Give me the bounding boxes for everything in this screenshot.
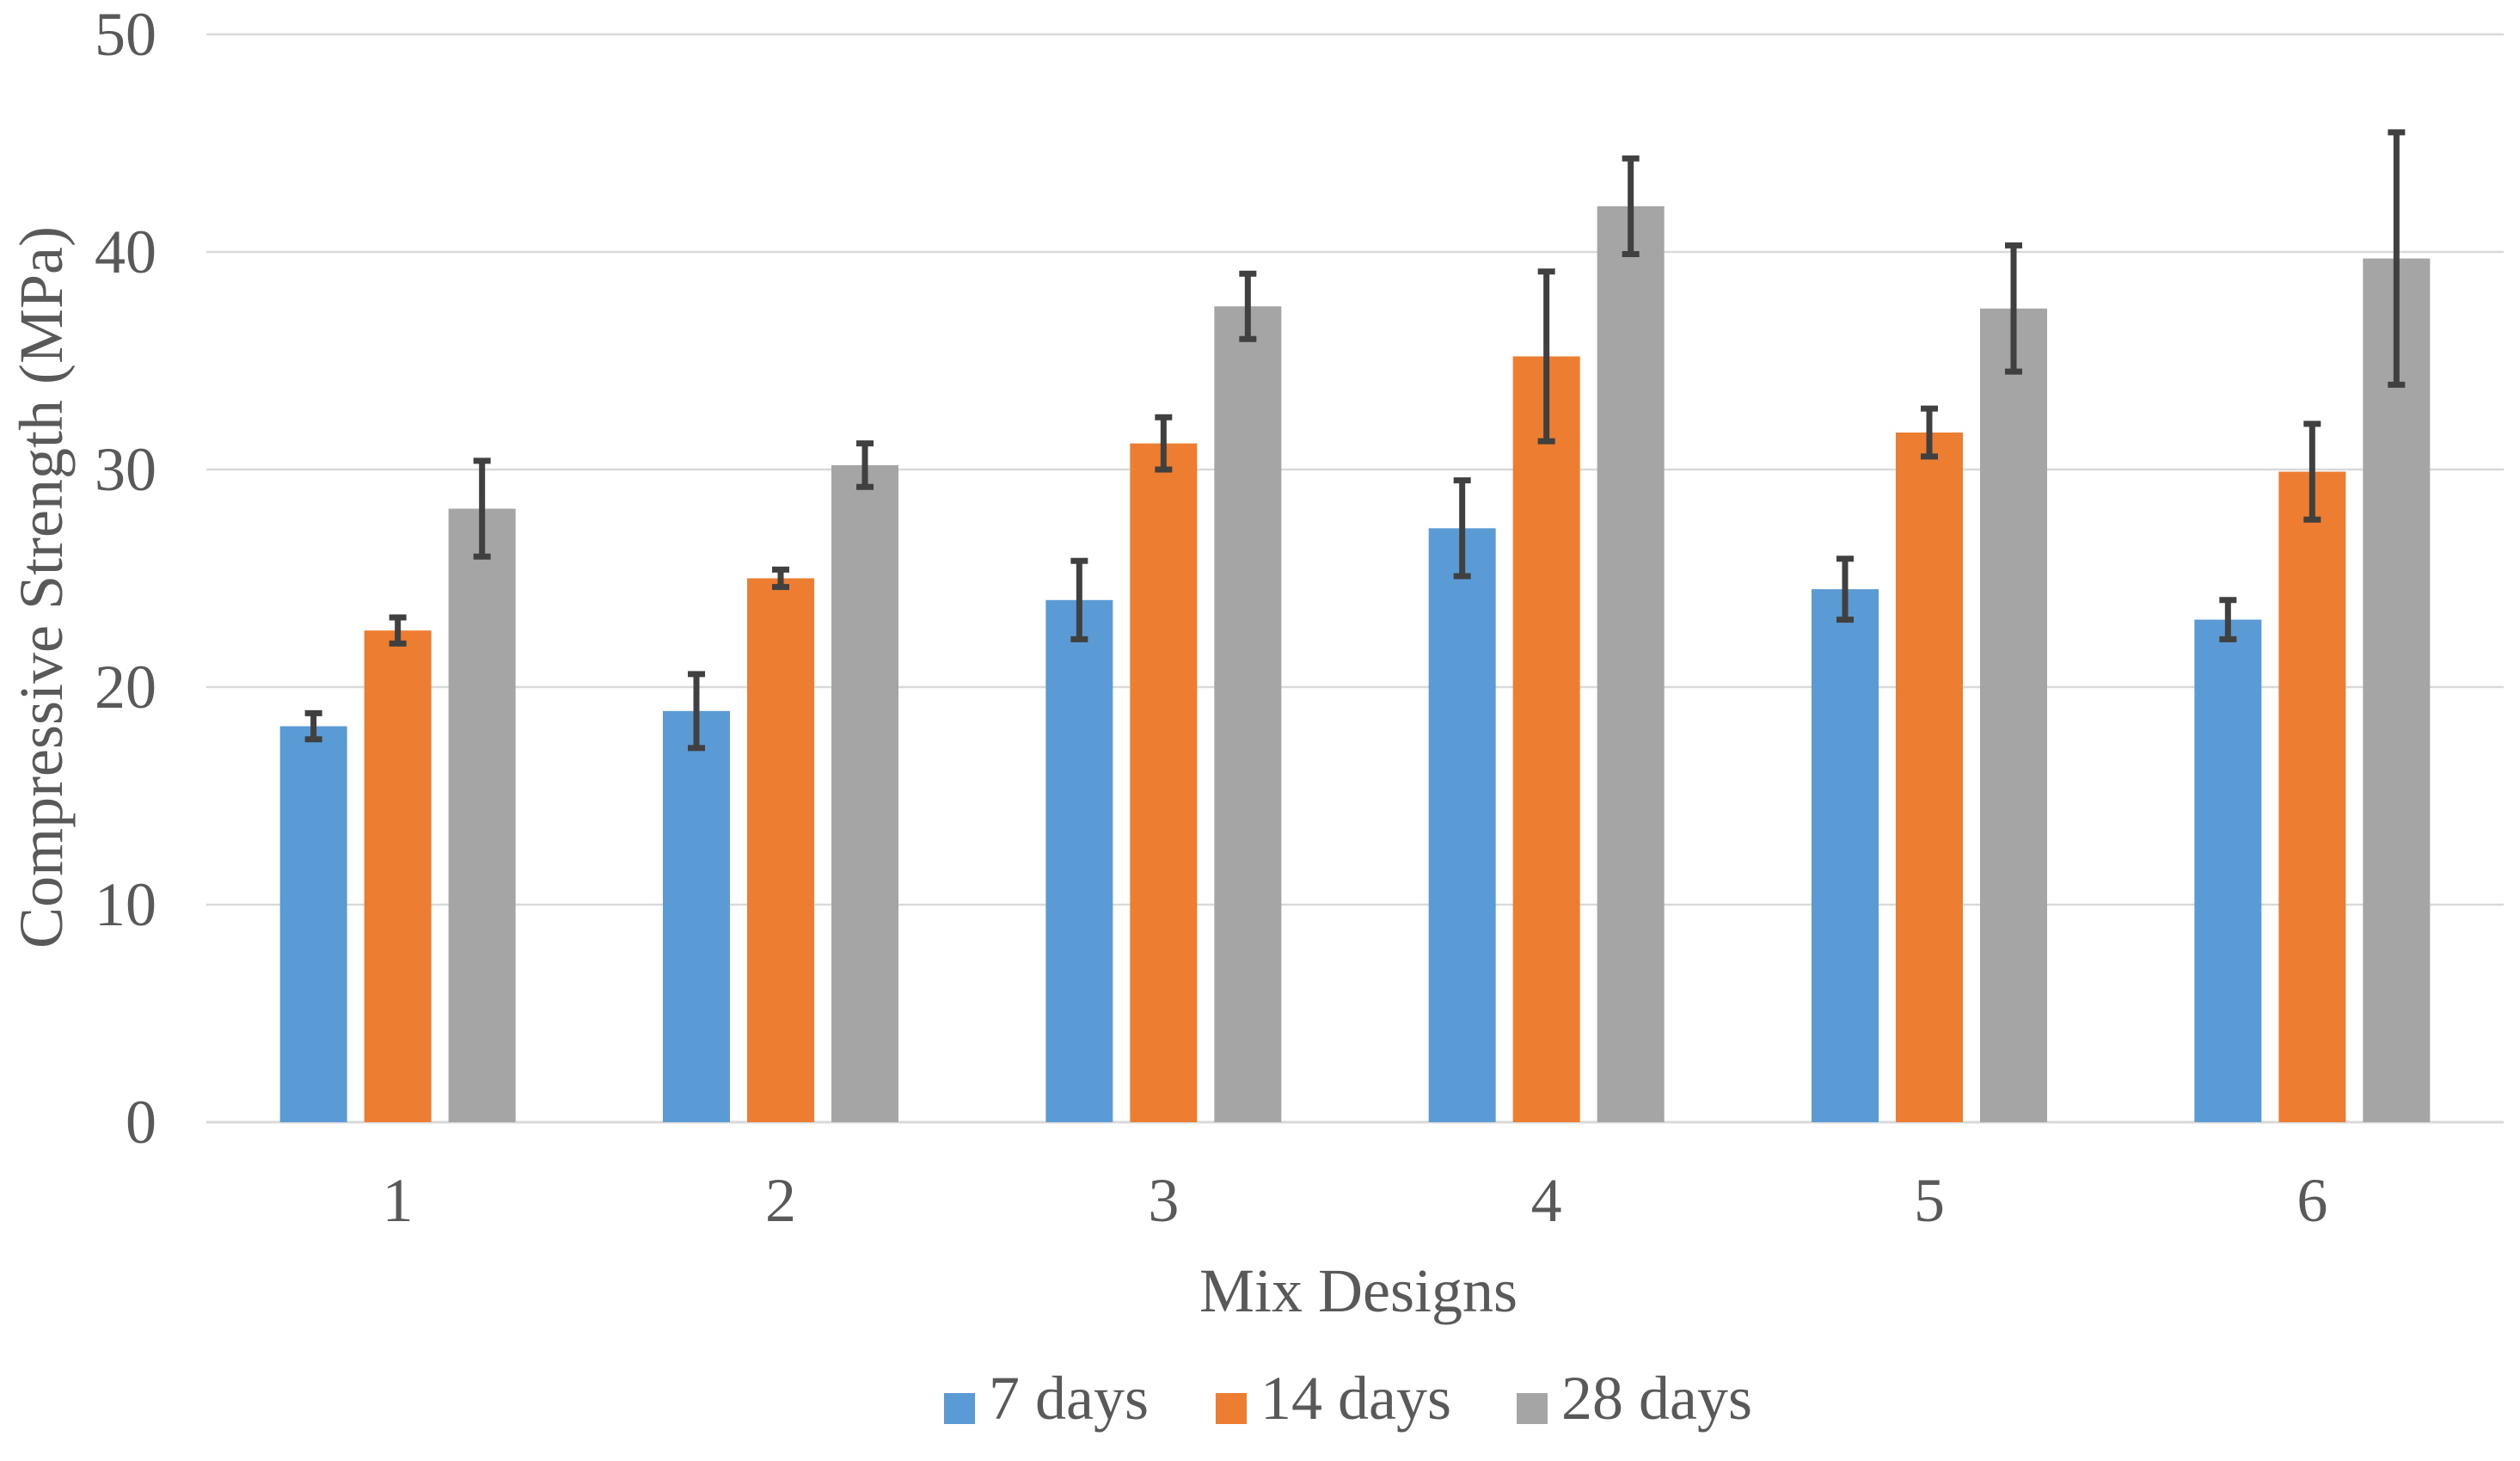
bar-7-days-mix-5: [1812, 589, 1879, 1122]
bar-7-days-mix-6: [2194, 619, 2262, 1122]
error-bar-7-days-mix-1: [304, 709, 322, 743]
error-bar-7-days-mix-3: [1070, 557, 1088, 642]
error-bar-28-days-mix-2: [856, 440, 874, 490]
error-bar-14-days-mix-4: [1537, 268, 1555, 445]
y-tick-label: 40: [95, 218, 156, 286]
y-tick-label: 50: [95, 0, 156, 69]
y-axis-title: Compressive Strength (MPa): [7, 226, 76, 948]
error-bar-14-days-mix-5: [1921, 405, 1938, 460]
y-tick-label: 10: [95, 870, 156, 939]
error-bar-28-days-mix-5: [2005, 242, 2022, 375]
bars: [279, 206, 2431, 1123]
legend-label: 7 days: [989, 1364, 1149, 1433]
gridlines: [206, 33, 2504, 1124]
legend-label: 28 days: [1561, 1364, 1752, 1433]
legend-swatch: [944, 1393, 975, 1424]
legend-swatch: [1517, 1393, 1548, 1424]
y-tick-label: 0: [126, 1088, 156, 1157]
x-tick-label: 2: [765, 1166, 796, 1235]
error-bar-14-days-mix-6: [2303, 420, 2321, 523]
bar-28-days-mix-4: [1597, 206, 1665, 1122]
legend-item-14-days: 14 days: [1216, 1364, 1451, 1433]
x-tick-label: 3: [1148, 1166, 1179, 1235]
bar-7-days-mix-4: [1428, 528, 1496, 1122]
x-tick-label: 4: [1531, 1166, 1562, 1235]
error-bar-14-days-mix-1: [389, 614, 407, 647]
y-tick-label: 20: [95, 653, 156, 721]
bar-14-days-mix-1: [364, 630, 432, 1122]
bar-14-days-mix-6: [2278, 471, 2346, 1122]
error-bar-7-days-mix-4: [1453, 477, 1471, 580]
legend: 7 days 14 days 28 days: [944, 1364, 1752, 1433]
bar-28-days-mix-6: [2363, 258, 2431, 1123]
legend-item-7-days: 7 days: [944, 1364, 1149, 1433]
x-axis-ticks: 1 2 3 4 5 6: [383, 1166, 2328, 1235]
error-bar-28-days-mix-1: [473, 457, 491, 560]
x-tick-label: 5: [1914, 1166, 1945, 1235]
error-bar-28-days-mix-4: [1622, 155, 1640, 258]
y-tick-label: 30: [95, 435, 156, 504]
error-bar-14-days-mix-2: [772, 566, 789, 591]
legend-item-28-days: 28 days: [1517, 1364, 1752, 1433]
x-tick-label: 6: [2296, 1166, 2327, 1235]
bar-14-days-mix-2: [747, 578, 814, 1122]
bar-7-days-mix-2: [663, 710, 730, 1122]
bar-14-days-mix-3: [1130, 443, 1198, 1122]
bar-28-days-mix-3: [1214, 306, 1282, 1122]
bar-28-days-mix-2: [831, 464, 898, 1122]
error-bars: [304, 129, 2406, 752]
legend-swatch: [1216, 1393, 1247, 1424]
bar-14-days-mix-5: [1896, 432, 1963, 1122]
x-axis-title: Mix Designs: [1199, 1256, 1518, 1325]
legend-label: 14 days: [1260, 1364, 1451, 1433]
error-bar-7-days-mix-5: [1836, 556, 1854, 623]
error-bar-14-days-mix-3: [1155, 414, 1173, 473]
y-axis-ticks: 0 10 20 30 40 50: [95, 0, 156, 1157]
bar-7-days-mix-1: [279, 726, 347, 1122]
bar-28-days-mix-1: [448, 508, 516, 1122]
error-bar-28-days-mix-3: [1239, 270, 1257, 342]
bar-14-days-mix-4: [1512, 356, 1580, 1122]
bar-7-days-mix-3: [1045, 599, 1113, 1122]
error-bar-28-days-mix-6: [2388, 129, 2406, 388]
error-bar-7-days-mix-2: [688, 671, 705, 752]
bar-28-days-mix-5: [1980, 308, 2047, 1122]
x-tick-label: 1: [383, 1166, 414, 1235]
error-bar-7-days-mix-6: [2219, 597, 2237, 642]
